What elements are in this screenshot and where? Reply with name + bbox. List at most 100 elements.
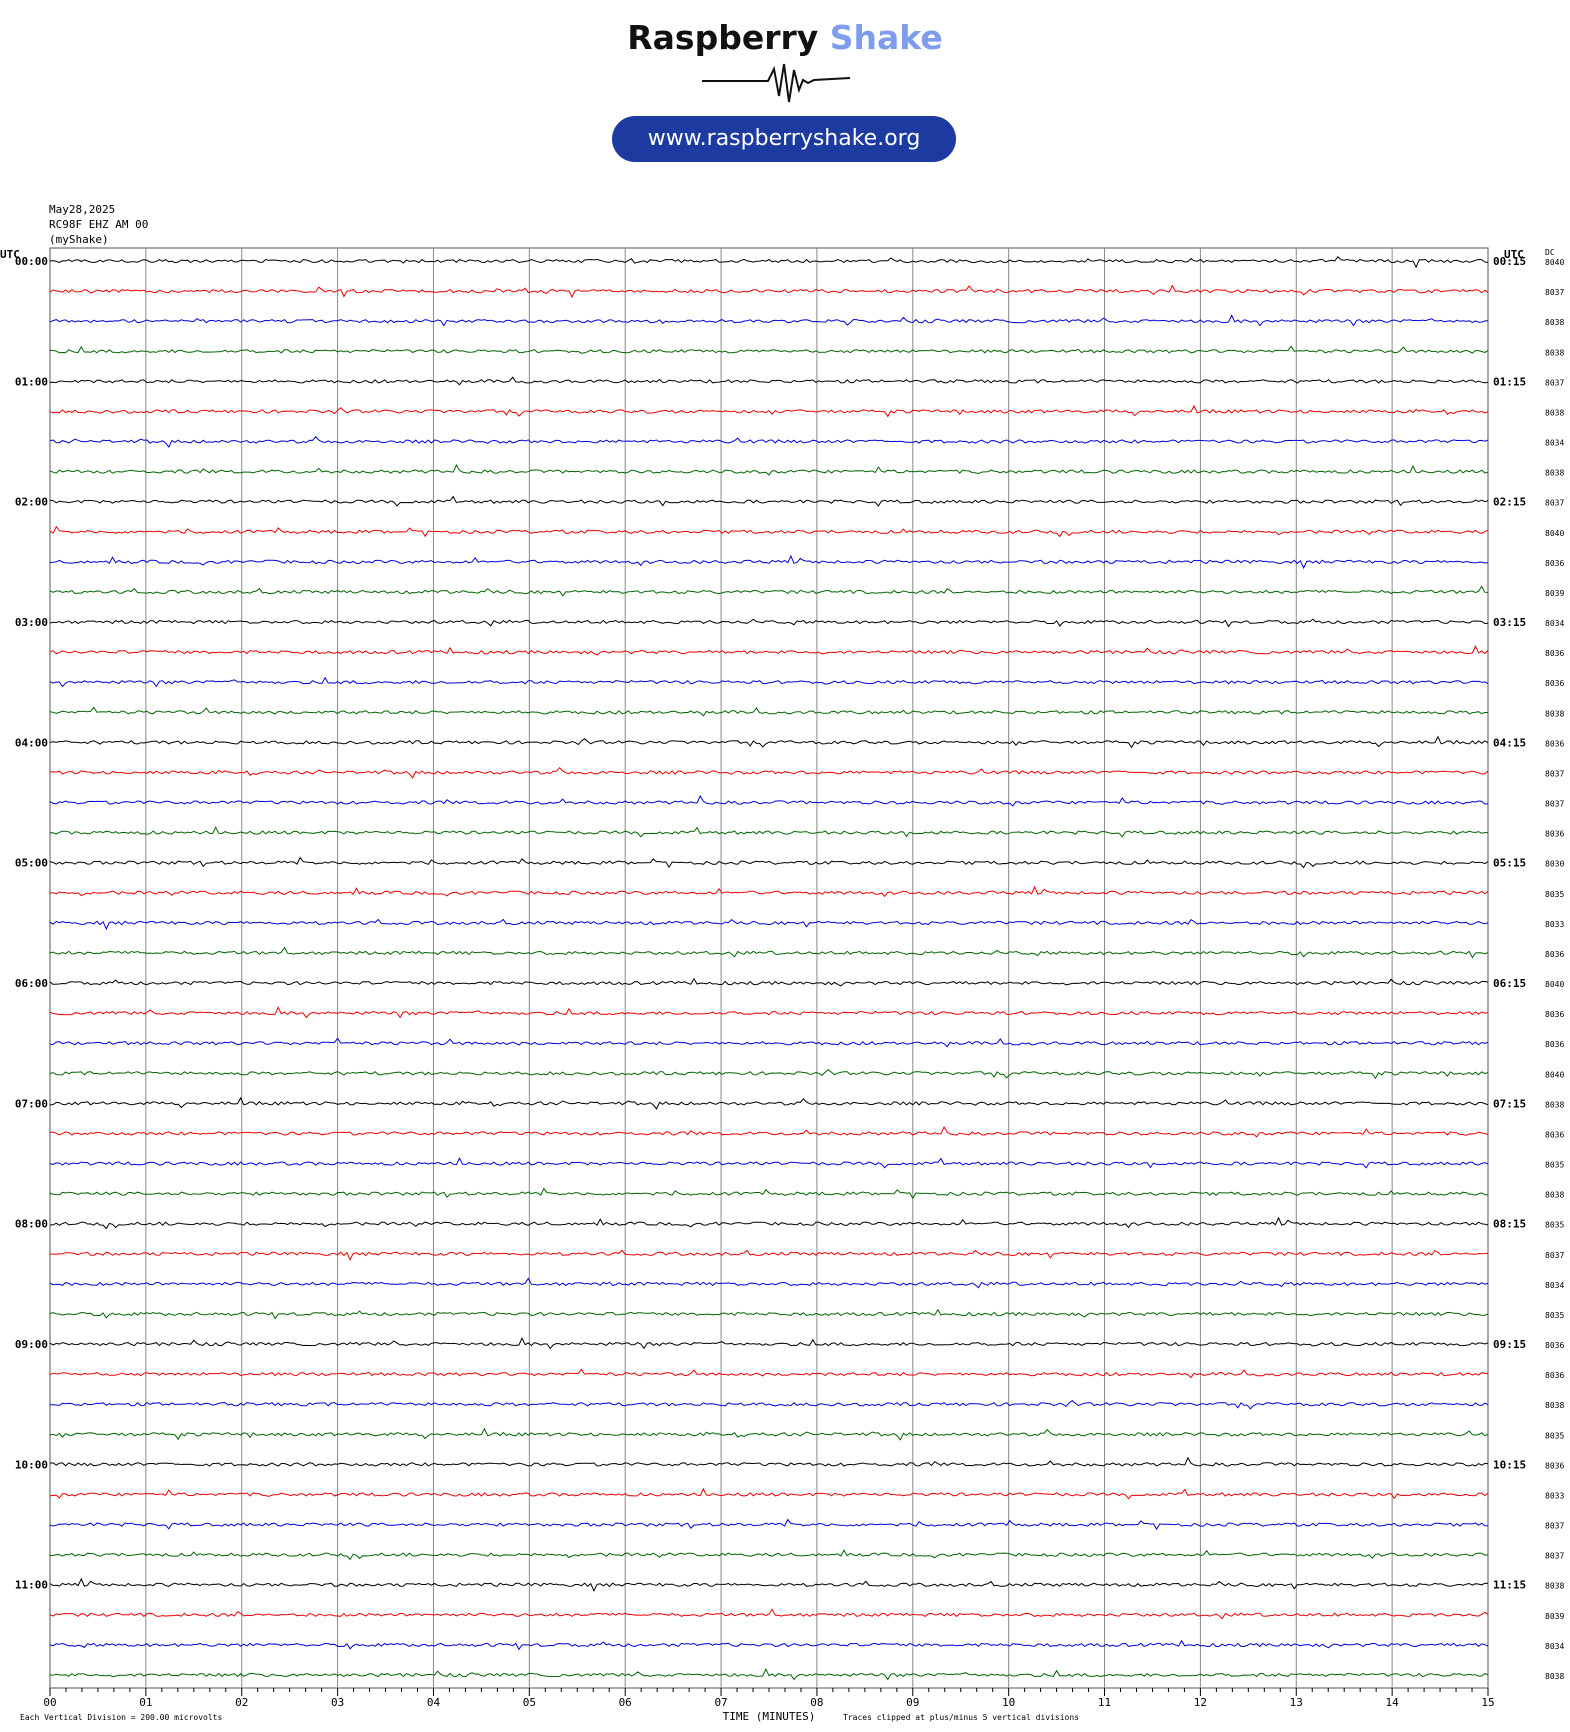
row-time-left: 05:00 (15, 857, 48, 870)
row-dc-value: 8038 (1545, 1100, 1564, 1109)
row-dc-value: 8035 (1545, 1431, 1564, 1440)
row-time-right: 08:15 (1493, 1218, 1526, 1231)
dc-label: DC (1545, 248, 1555, 257)
seismic-trace (49, 436, 1489, 448)
seismic-trace (49, 1096, 1489, 1110)
brand-logo-text: Raspberry Shake (0, 18, 1570, 57)
x-tick-label: 14 (1386, 1696, 1400, 1709)
row-dc-value: 8035 (1545, 890, 1564, 899)
row-dc-value: 8036 (1545, 830, 1564, 839)
row-dc-value: 8036 (1545, 1040, 1564, 1049)
website-link[interactable]: www.raspberryshake.org (612, 116, 956, 162)
row-dc-value: 8036 (1545, 1130, 1564, 1139)
row-time-left: 11:00 (15, 1579, 48, 1592)
seismic-trace (49, 856, 1489, 869)
seismic-trace (49, 706, 1489, 717)
seismic-trace (49, 885, 1489, 898)
seismic-trace (49, 464, 1489, 476)
row-time-right: 00:15 (1493, 255, 1526, 268)
row-dc-value: 8036 (1545, 1461, 1564, 1470)
utc-label-right: UTC (1504, 248, 1524, 261)
seismograph-wave-icon (702, 63, 851, 103)
seismic-trace (50, 345, 1489, 354)
row-dc-value: 8037 (1545, 499, 1564, 508)
row-dc-value: 8036 (1545, 950, 1564, 959)
x-tick-label: 00 (43, 1696, 56, 1709)
x-tick-label: 03 (331, 1696, 344, 1709)
row-dc-value: 8037 (1545, 288, 1564, 297)
row-time-left: 08:00 (15, 1218, 48, 1231)
row-dc-value: 8040 (1545, 529, 1564, 538)
row-time-right: 05:15 (1493, 857, 1526, 870)
clip-note: Traces clipped at plus/minus 5 vertical … (843, 1713, 1079, 1722)
row-time-right: 01:15 (1493, 375, 1526, 388)
row-dc-value: 8035 (1545, 1311, 1564, 1320)
row-dc-value: 8035 (1545, 1161, 1564, 1170)
row-dc-value: 8035 (1545, 1221, 1564, 1230)
scale-note: Each Vertical Division = 200.00 microvol… (20, 1713, 222, 1722)
row-dc-value: 8038 (1545, 1191, 1564, 1200)
seismic-trace (49, 918, 1489, 931)
row-dc-value: 8034 (1545, 439, 1564, 448)
row-dc-value: 8038 (1545, 1672, 1564, 1681)
seismic-trace (49, 946, 1489, 959)
row-time-right: 03:15 (1493, 616, 1526, 629)
x-tick-label: 02 (235, 1696, 248, 1709)
brand-name-accent: Shake (829, 18, 943, 57)
seismic-trace (49, 1125, 1489, 1138)
header-date: May28,2025 (49, 203, 116, 216)
row-dc-value: 8033 (1545, 920, 1564, 929)
row-time-left: 06:00 (15, 977, 48, 990)
row-dc-value: 8037 (1545, 1522, 1564, 1531)
row-time-right: 11:15 (1493, 1579, 1526, 1592)
row-dc-value: 8040 (1545, 980, 1564, 989)
seismic-trace (49, 1187, 1489, 1200)
seismic-trace (49, 1549, 1489, 1561)
header-station: RC98F EHZ AM 00 (49, 218, 149, 231)
seismic-trace (49, 1068, 1489, 1080)
x-tick-label: 04 (427, 1696, 441, 1709)
seismic-trace (50, 1399, 1489, 1410)
row-time-left: 07:00 (15, 1097, 48, 1110)
row-dc-value: 8039 (1545, 589, 1564, 598)
seismic-trace (49, 1427, 1489, 1441)
row-dc-value: 8036 (1545, 739, 1564, 748)
row-time-left: 10:00 (15, 1458, 48, 1471)
row-time-left: 02:00 (15, 496, 48, 509)
seismic-trace (49, 766, 1489, 779)
x-axis-title: TIME (MINUTES) (723, 1710, 816, 1723)
row-time-right: 09:15 (1493, 1338, 1526, 1351)
row-dc-value: 8036 (1545, 649, 1564, 658)
row-dc-value: 8036 (1545, 1371, 1564, 1380)
seismic-trace (49, 1668, 1489, 1681)
seismic-trace (49, 376, 1489, 386)
row-time-right: 07:15 (1493, 1097, 1526, 1110)
brand-header: Raspberry Shake www.raspberryshake.org (0, 0, 1570, 175)
row-dc-value: 8030 (1545, 860, 1564, 869)
seismic-trace (49, 1577, 1489, 1592)
seismic-trace (49, 1216, 1489, 1230)
seismic-trace (49, 676, 1489, 688)
seismic-trace (49, 1156, 1489, 1169)
row-dc-value: 8036 (1545, 679, 1564, 688)
seismic-trace (49, 735, 1489, 749)
seismic-trace (49, 1487, 1489, 1500)
seismic-trace (49, 1608, 1489, 1620)
seismic-trace (49, 826, 1488, 838)
row-dc-value: 8038 (1545, 318, 1564, 327)
plot-frame (49, 247, 1489, 1689)
row-dc-value: 8038 (1545, 469, 1564, 478)
row-time-right: 06:15 (1493, 977, 1526, 990)
seismic-trace (49, 404, 1489, 418)
row-dc-value: 8039 (1545, 1612, 1564, 1621)
seismic-trace (49, 1337, 1489, 1350)
row-dc-value: 8037 (1545, 800, 1564, 809)
row-dc-value: 8037 (1545, 1552, 1564, 1561)
row-dc-value: 8034 (1545, 1281, 1564, 1290)
seismic-trace (49, 618, 1489, 628)
row-dc-value: 8038 (1545, 348, 1564, 357)
seismic-trace (49, 495, 1489, 507)
header-source: (myShake) (49, 233, 109, 246)
seismic-trace (49, 1037, 1489, 1048)
